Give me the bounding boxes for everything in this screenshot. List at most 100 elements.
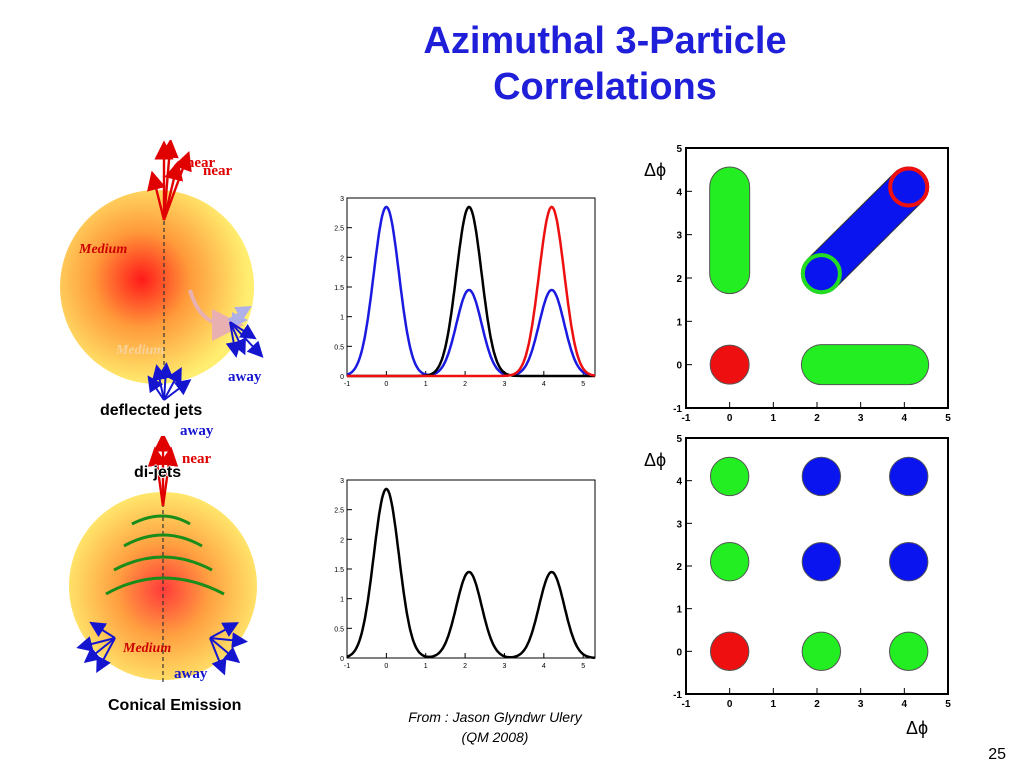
x-tick-label: 2 bbox=[814, 699, 820, 710]
pale-away-arrows bbox=[227, 305, 252, 328]
y-tick-label: 3 bbox=[676, 231, 682, 242]
y-tick-label: 0 bbox=[340, 374, 344, 381]
deflected-path bbox=[188, 289, 244, 341]
y-tick-label: 4 bbox=[676, 187, 682, 198]
x-axis-label: Δϕ bbox=[906, 718, 928, 738]
y-tick-label: 3 bbox=[340, 196, 344, 203]
medium-sphere bbox=[60, 190, 254, 384]
source-citation: From : Jason Glyndwr Ulery (QM 2008) bbox=[360, 707, 630, 747]
x-tick-label: 1 bbox=[771, 413, 777, 424]
x-tick-label: 0 bbox=[384, 663, 388, 670]
correlation-map-bottom: -1 0 1 2 3 4 5 -1 0 1 2 3 4 5 Δϕ Δϕ bbox=[644, 434, 951, 738]
x-tick-label: -1 bbox=[682, 413, 691, 424]
x-tick-label: 2 bbox=[814, 413, 820, 424]
x-tick-label: 5 bbox=[581, 381, 585, 388]
x-tick-label: 0 bbox=[384, 381, 388, 388]
source-line-1: From : Jason Glyndwr Ulery bbox=[408, 709, 582, 725]
y-tick-label: 0.5 bbox=[334, 344, 344, 351]
blue-blob bbox=[889, 542, 929, 582]
y-tick-label: 0 bbox=[676, 647, 682, 658]
near-label-bottom: near bbox=[182, 451, 212, 467]
green-blob bbox=[709, 456, 750, 497]
x-tick-label: 0 bbox=[727, 413, 733, 424]
near-label-1: near bbox=[186, 155, 216, 171]
red-blob bbox=[709, 344, 750, 385]
y-tick-label: 2.5 bbox=[334, 226, 344, 233]
slide-title-line-2: Correlations bbox=[493, 66, 717, 108]
deflected-jets-diagram bbox=[60, 140, 264, 401]
page-number: 25 bbox=[988, 746, 1006, 763]
x-tick-label: 5 bbox=[581, 663, 585, 670]
green-blob bbox=[889, 631, 929, 672]
shock-wave-fronts bbox=[105, 514, 225, 596]
correlation-map-top: -1 0 1 2 3 4 5 -1 0 1 2 3 4 5 Δϕ bbox=[644, 144, 951, 424]
y-tick-label: 2 bbox=[676, 562, 682, 573]
near-jet-arrows bbox=[147, 436, 179, 507]
x-tick-label: 3 bbox=[858, 699, 864, 710]
di-jets-caption: di-jets bbox=[134, 464, 182, 481]
x-tick-label: -1 bbox=[682, 699, 691, 710]
conical-emission-caption: Conical Emission bbox=[108, 697, 242, 714]
x-tick-label: 1 bbox=[424, 381, 428, 388]
y-axis-label: Δϕ bbox=[644, 160, 666, 180]
away-arrows-right bbox=[209, 622, 248, 676]
medium-label-top: Medium bbox=[79, 242, 128, 257]
away-label-top-2: away bbox=[180, 423, 214, 439]
y-tick-label: 5 bbox=[676, 434, 682, 445]
near-label-2: near bbox=[203, 163, 233, 179]
x-tick-label: 1 bbox=[771, 699, 777, 710]
series-line-red bbox=[347, 205, 596, 378]
y-tick-label: 0 bbox=[676, 361, 682, 372]
x-tick-label: 3 bbox=[503, 663, 507, 670]
near-jet-arrows bbox=[147, 140, 192, 221]
x-tick-label: 5 bbox=[945, 699, 951, 710]
y-tick-label: 3 bbox=[340, 478, 344, 485]
x-tick-label: 2 bbox=[463, 381, 467, 388]
x-tick-label: 4 bbox=[542, 381, 546, 388]
y-tick-label: 1 bbox=[340, 597, 344, 604]
x-tick-label: 3 bbox=[503, 381, 507, 388]
y-tick-label: 1 bbox=[340, 315, 344, 322]
green-blob bbox=[801, 631, 842, 672]
line-chart-bottom: -1 0 1 2 3 4 500.511.522.53 bbox=[334, 478, 596, 670]
x-tick-label: 4 bbox=[902, 699, 908, 710]
x-tick-label: 4 bbox=[902, 413, 908, 424]
away-arrows-left bbox=[76, 621, 116, 674]
blue-blob bbox=[889, 456, 929, 497]
x-tick-label: 5 bbox=[945, 413, 951, 424]
line-chart-top: -1 0 1 2 3 4 500.511.522.53 bbox=[334, 196, 596, 388]
series-line-black bbox=[346, 487, 596, 660]
blue-blob bbox=[801, 456, 842, 497]
medium-label-faded: Medium bbox=[116, 343, 165, 358]
deflected-jets-caption: deflected jets bbox=[100, 402, 203, 419]
green-ring bbox=[800, 253, 842, 295]
blue-blob bbox=[801, 542, 842, 582]
y-axis-label: Δϕ bbox=[644, 450, 666, 470]
x-tick-label: 4 bbox=[542, 663, 546, 670]
x-tick-label: -1 bbox=[344, 663, 350, 670]
conical-emission-diagram bbox=[69, 436, 257, 684]
y-tick-label: 2 bbox=[676, 274, 682, 285]
y-tick-label: 3 bbox=[676, 519, 682, 530]
y-tick-label: 2 bbox=[340, 537, 344, 544]
plot-frame bbox=[346, 197, 596, 377]
y-tick-label: 0.5 bbox=[334, 626, 344, 633]
x-tick-label: 2 bbox=[463, 663, 467, 670]
away-label-bottom: away bbox=[174, 666, 208, 682]
y-tick-label: -1 bbox=[673, 690, 682, 701]
source-line-2: (QM 2008) bbox=[461, 729, 529, 745]
x-tick-label: -1 bbox=[344, 381, 350, 388]
y-tick-label: 2.5 bbox=[334, 508, 344, 515]
y-tick-label: 1 bbox=[676, 317, 682, 328]
away-arrows-right bbox=[225, 321, 264, 358]
slide-title: Azimuthal 3-Particle Correlations bbox=[300, 18, 910, 110]
green-blob bbox=[709, 542, 750, 582]
x-tick-label: 0 bbox=[727, 699, 733, 710]
slide-title-line-1: Azimuthal 3-Particle bbox=[423, 20, 787, 62]
y-tick-label: -1 bbox=[673, 404, 682, 415]
series-line-blue bbox=[346, 205, 596, 378]
away-arrows-bottom bbox=[147, 362, 192, 401]
y-tick-label: 1.5 bbox=[334, 567, 344, 574]
medium-sphere bbox=[69, 492, 257, 680]
red-blob bbox=[709, 631, 750, 672]
